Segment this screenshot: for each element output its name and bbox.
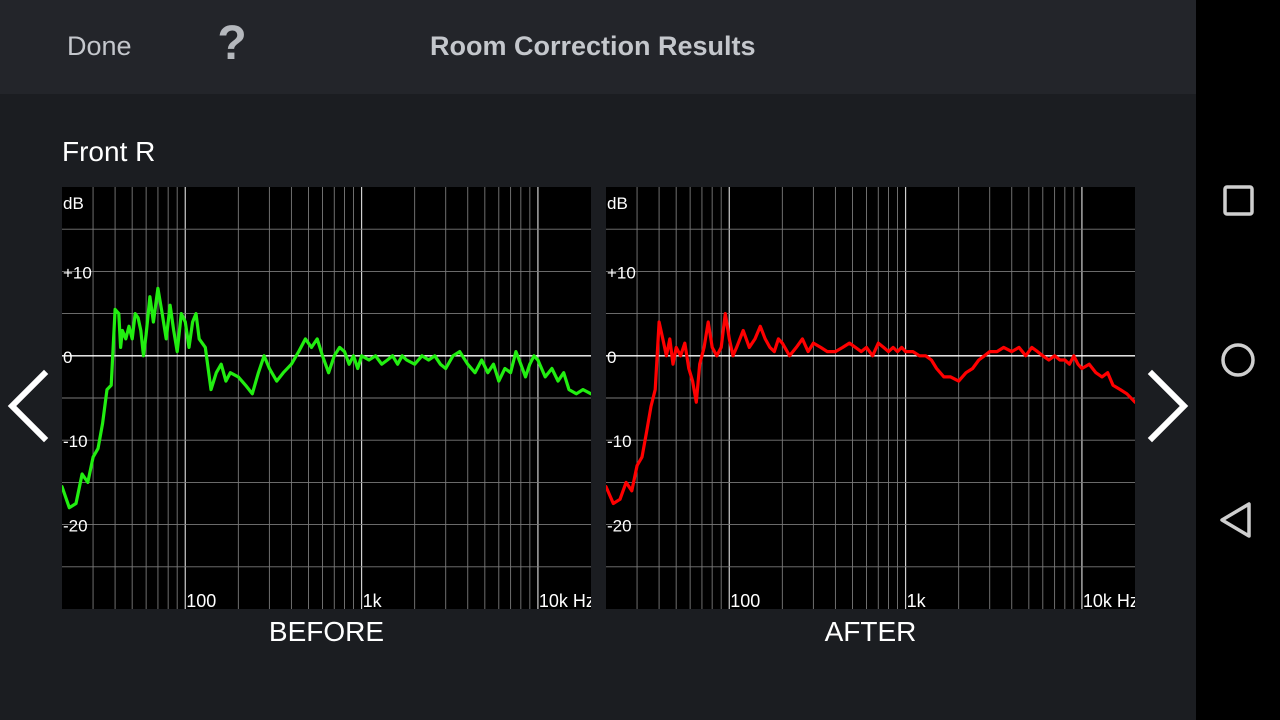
after-caption: AFTER bbox=[824, 616, 917, 647]
before-x-tick-label: 1k bbox=[363, 591, 383, 609]
before-chart-svg: dB +10 0 -10 -20 100 1k 10k Hz bbox=[62, 187, 591, 609]
after-response-curve bbox=[606, 311, 1135, 506]
previous-channel-button[interactable] bbox=[4, 368, 52, 449]
before-y-tick-label: 0 bbox=[63, 348, 72, 367]
after-x-tick-label: 1k bbox=[907, 591, 927, 609]
help-button[interactable]: ? bbox=[217, 17, 247, 70]
before-caption: BEFORE bbox=[268, 616, 385, 647]
before-y-tick-label: -20 bbox=[63, 517, 88, 536]
before-response-curve bbox=[62, 286, 591, 510]
system-navigation-bar bbox=[1196, 0, 1280, 720]
before-y-unit-label: dB bbox=[63, 194, 84, 213]
after-x-tick-label: 10k Hz bbox=[1083, 591, 1135, 609]
after-y-tick-label: -10 bbox=[607, 432, 632, 451]
done-button[interactable]: Done bbox=[67, 31, 132, 61]
next-channel-button[interactable] bbox=[1144, 368, 1192, 449]
after-y-tick-label: +10 bbox=[607, 263, 636, 282]
before-x-tick-label: 10k Hz bbox=[539, 591, 591, 609]
before-y-tick-label: +10 bbox=[63, 263, 92, 282]
before-graph: dB +10 0 -10 -20 100 1k 10k Hz bbox=[62, 187, 591, 609]
after-y-tick-label: 0 bbox=[607, 348, 616, 367]
square-recent-apps-icon bbox=[1223, 185, 1254, 216]
channel-label: Front R bbox=[62, 136, 156, 167]
top-bar: Done ? Room Correction Results bbox=[0, 0, 1196, 94]
home-button[interactable] bbox=[1212, 334, 1264, 386]
chevron-right-icon bbox=[1147, 369, 1189, 443]
after-y-tick-label: -20 bbox=[607, 517, 632, 536]
circle-home-icon bbox=[1221, 343, 1255, 377]
recent-apps-button[interactable] bbox=[1212, 174, 1264, 226]
before-x-tick-label: 100 bbox=[186, 591, 216, 609]
app-content: Done ? Room Correction Results Front R d… bbox=[0, 0, 1196, 647]
chevron-left-icon bbox=[7, 369, 49, 443]
page-title: Room Correction Results bbox=[430, 31, 756, 61]
after-graph: dB +10 0 -10 -20 100 1k 10k Hz bbox=[606, 187, 1135, 609]
before-y-tick-label: -10 bbox=[63, 432, 88, 451]
after-y-unit-label: dB bbox=[607, 194, 628, 213]
back-button[interactable] bbox=[1212, 494, 1264, 546]
after-x-tick-label: 100 bbox=[730, 591, 760, 609]
after-chart-svg: dB +10 0 -10 -20 100 1k 10k Hz bbox=[606, 187, 1135, 609]
triangle-back-icon bbox=[1220, 502, 1251, 538]
